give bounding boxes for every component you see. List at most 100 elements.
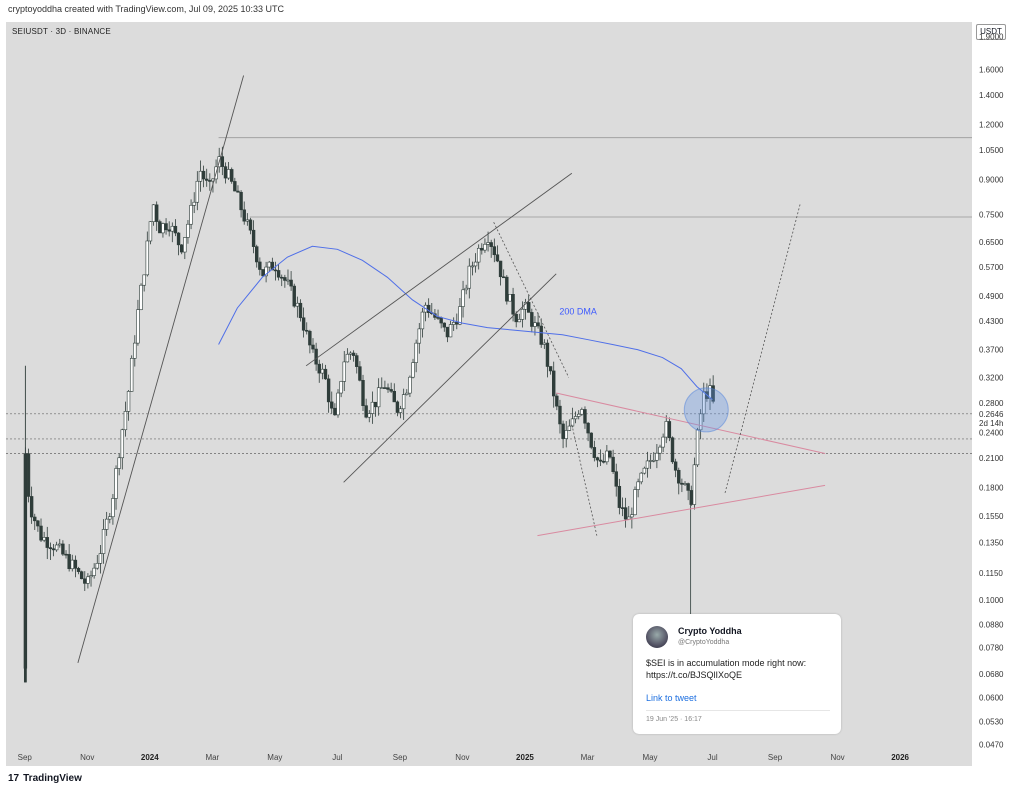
- candle-body: [311, 344, 315, 350]
- candle-body: [126, 391, 131, 412]
- candle-body: [333, 407, 337, 416]
- x-tick-label: May: [642, 753, 657, 762]
- candle-body: [339, 381, 343, 394]
- candle-body: [270, 261, 275, 271]
- candle-body: [142, 274, 146, 286]
- candle-body: [383, 387, 387, 389]
- candle-body: [104, 518, 109, 530]
- candle-body: [61, 543, 65, 555]
- candle-body: [70, 559, 74, 570]
- candle-body: [33, 516, 37, 522]
- link-to-tweet[interactable]: Link to tweet: [646, 693, 697, 703]
- candle-body: [367, 413, 371, 418]
- candle-body: [652, 459, 656, 462]
- projection-line: [493, 222, 570, 378]
- y-tick-label: 0.9000: [979, 176, 1004, 185]
- candle-body: [401, 394, 406, 410]
- candle-body: [552, 370, 556, 397]
- candle-body: [498, 260, 503, 278]
- candle-body: [114, 468, 118, 499]
- candle-body: [476, 247, 481, 263]
- y-tick-label: 0.1550: [979, 512, 1004, 521]
- candle-body: [226, 169, 231, 179]
- candle-body: [273, 269, 278, 272]
- y-tick-label: 0.7500: [979, 210, 1004, 219]
- candle-body: [611, 456, 615, 472]
- candle-body: [73, 559, 78, 569]
- candle-body: [298, 302, 303, 319]
- candle-body: [508, 294, 512, 302]
- candle-body: [111, 498, 115, 518]
- candle-body: [630, 514, 634, 518]
- candle-body: [323, 368, 328, 380]
- candle-body: [120, 429, 124, 459]
- y-tick-label: 0.2646: [979, 410, 1004, 419]
- candle-body: [230, 169, 234, 182]
- candle-body: [239, 191, 243, 211]
- candle-body: [133, 342, 137, 359]
- y-tick-label: 1.9000: [979, 33, 1004, 42]
- y-tick-label: 0.0530: [979, 717, 1004, 726]
- y-tick-label: 1.0500: [979, 146, 1004, 155]
- candle-body: [708, 385, 712, 399]
- candle-body: [702, 391, 706, 415]
- candle-body: [154, 204, 159, 222]
- candle-body: [233, 181, 237, 192]
- candle-body: [711, 385, 715, 402]
- candle-body: [467, 265, 472, 289]
- candle-body: [608, 450, 612, 458]
- candle-body: [205, 178, 209, 181]
- candle-body: [345, 353, 350, 363]
- y-tick-label: 0.1150: [979, 569, 1003, 578]
- dma-200-curve: [218, 245, 713, 400]
- currency-button[interactable]: USDT: [976, 24, 1006, 40]
- candle-body: [411, 362, 415, 378]
- candle-body: [342, 361, 346, 382]
- candle-body: [386, 387, 390, 390]
- candle-body: [473, 261, 478, 267]
- candle-body: [483, 243, 487, 251]
- candle-body: [258, 261, 262, 270]
- candle-body: [101, 529, 106, 554]
- candle-body: [589, 432, 593, 448]
- candle-body: [470, 265, 475, 268]
- y-tick-label: 0.2800: [979, 399, 1004, 408]
- candle-body: [583, 409, 587, 424]
- candle-body: [198, 170, 203, 182]
- candle-body: [151, 204, 156, 222]
- candle-body: [642, 467, 647, 474]
- candle-body: [692, 464, 697, 505]
- y-tick-label: 0.0780: [979, 644, 1004, 653]
- candle-body: [264, 266, 268, 277]
- candle-body: [617, 485, 622, 508]
- candle-body: [305, 329, 309, 332]
- candle-body: [89, 575, 93, 578]
- candle-body: [586, 422, 590, 434]
- candle-body: [320, 368, 325, 374]
- candle-body: [445, 326, 450, 338]
- candle-body: [539, 325, 543, 345]
- candle-body: [442, 322, 446, 328]
- embedded-tweet[interactable]: Crypto Yoddha @CryptoYoddha $SEI is in a…: [633, 614, 841, 734]
- candle-body: [236, 190, 240, 193]
- price-axis-panel[interactable]: [972, 22, 1024, 766]
- candle-body: [92, 567, 96, 576]
- candle-body: [517, 319, 522, 323]
- candle-body: [405, 392, 409, 395]
- candle-body: [295, 302, 300, 307]
- candle-body: [533, 322, 537, 327]
- candle-body: [186, 223, 190, 238]
- candle-body: [514, 313, 518, 323]
- candle-body: [602, 460, 606, 463]
- candle-body: [614, 471, 618, 487]
- tweet-divider: [646, 710, 830, 711]
- candle-body: [314, 348, 318, 365]
- candle-body: [623, 507, 628, 520]
- y-tick-label: 0.0470: [979, 740, 1004, 749]
- candle-body: [242, 209, 246, 222]
- candle-body: [173, 225, 178, 234]
- candle-body: [677, 469, 681, 484]
- candle-body: [48, 547, 53, 550]
- candle-body: [161, 223, 165, 234]
